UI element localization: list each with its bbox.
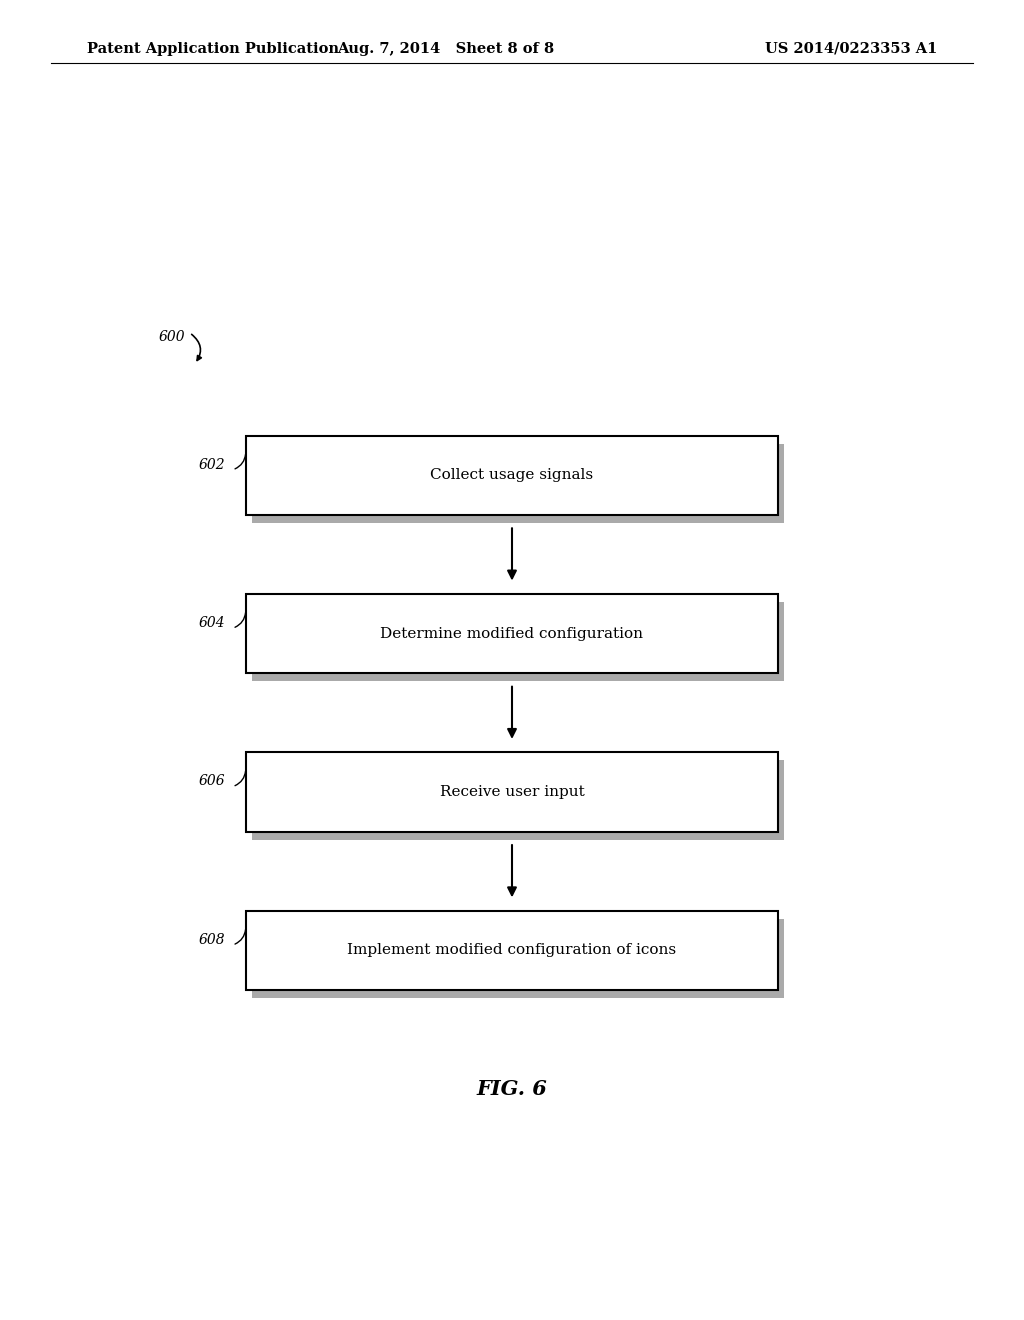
Text: 602: 602 [199, 458, 225, 471]
Bar [246, 752, 778, 832]
Bar [246, 594, 778, 673]
Text: Implement modified configuration of icons: Implement modified configuration of icon… [347, 944, 677, 957]
FancyArrowPatch shape [236, 771, 246, 785]
Bar [252, 760, 784, 840]
Text: 606: 606 [199, 775, 225, 788]
Text: Receive user input: Receive user input [439, 785, 585, 799]
Text: Patent Application Publication: Patent Application Publication [87, 42, 339, 55]
Text: 604: 604 [199, 616, 225, 630]
Bar [246, 436, 778, 515]
Bar [246, 911, 778, 990]
Bar [252, 602, 784, 681]
FancyArrowPatch shape [236, 454, 246, 469]
Text: 600: 600 [159, 330, 185, 343]
FancyArrowPatch shape [236, 929, 246, 944]
Text: Aug. 7, 2014   Sheet 8 of 8: Aug. 7, 2014 Sheet 8 of 8 [337, 42, 554, 55]
Text: FIG. 6: FIG. 6 [476, 1078, 548, 1100]
Bar [252, 919, 784, 998]
Text: Collect usage signals: Collect usage signals [430, 469, 594, 482]
Bar [252, 444, 784, 523]
FancyArrowPatch shape [191, 334, 202, 360]
Text: Determine modified configuration: Determine modified configuration [381, 627, 643, 640]
Text: 608: 608 [199, 933, 225, 946]
Text: US 2014/0223353 A1: US 2014/0223353 A1 [765, 42, 937, 55]
FancyArrowPatch shape [236, 612, 246, 627]
